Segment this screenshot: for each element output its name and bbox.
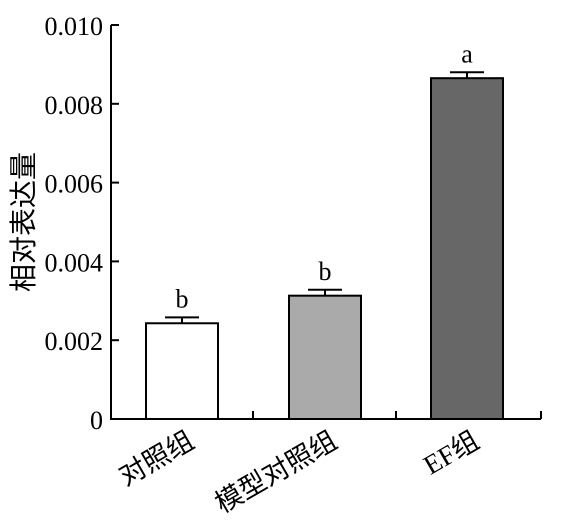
- y-tick-label: 0.006: [45, 170, 104, 199]
- y-tick-label: 0.010: [45, 12, 104, 41]
- bar: [145, 322, 219, 420]
- category-label: 对照组: [114, 425, 199, 491]
- y-tick-label: 0.004: [45, 248, 104, 277]
- category-label: 模型对照组: [210, 425, 342, 518]
- category-label: EF组: [418, 425, 484, 480]
- y-axis-label: 相对表达量: [8, 152, 40, 292]
- y-tick-label: 0.002: [45, 327, 104, 356]
- significance-label: a: [461, 39, 473, 68]
- significance-label: b: [176, 284, 189, 313]
- bar: [430, 77, 504, 420]
- labels: 0 0.002 0.004 0.006 0.008 0.010 相对表达量 b 对照组 b 模型对照…: [8, 12, 484, 519]
- y-tick-label: 0.008: [45, 91, 104, 120]
- significance-label: b: [319, 257, 332, 286]
- bars: [145, 71, 504, 421]
- bar: [288, 294, 362, 421]
- y-tick-label: 0: [90, 406, 103, 435]
